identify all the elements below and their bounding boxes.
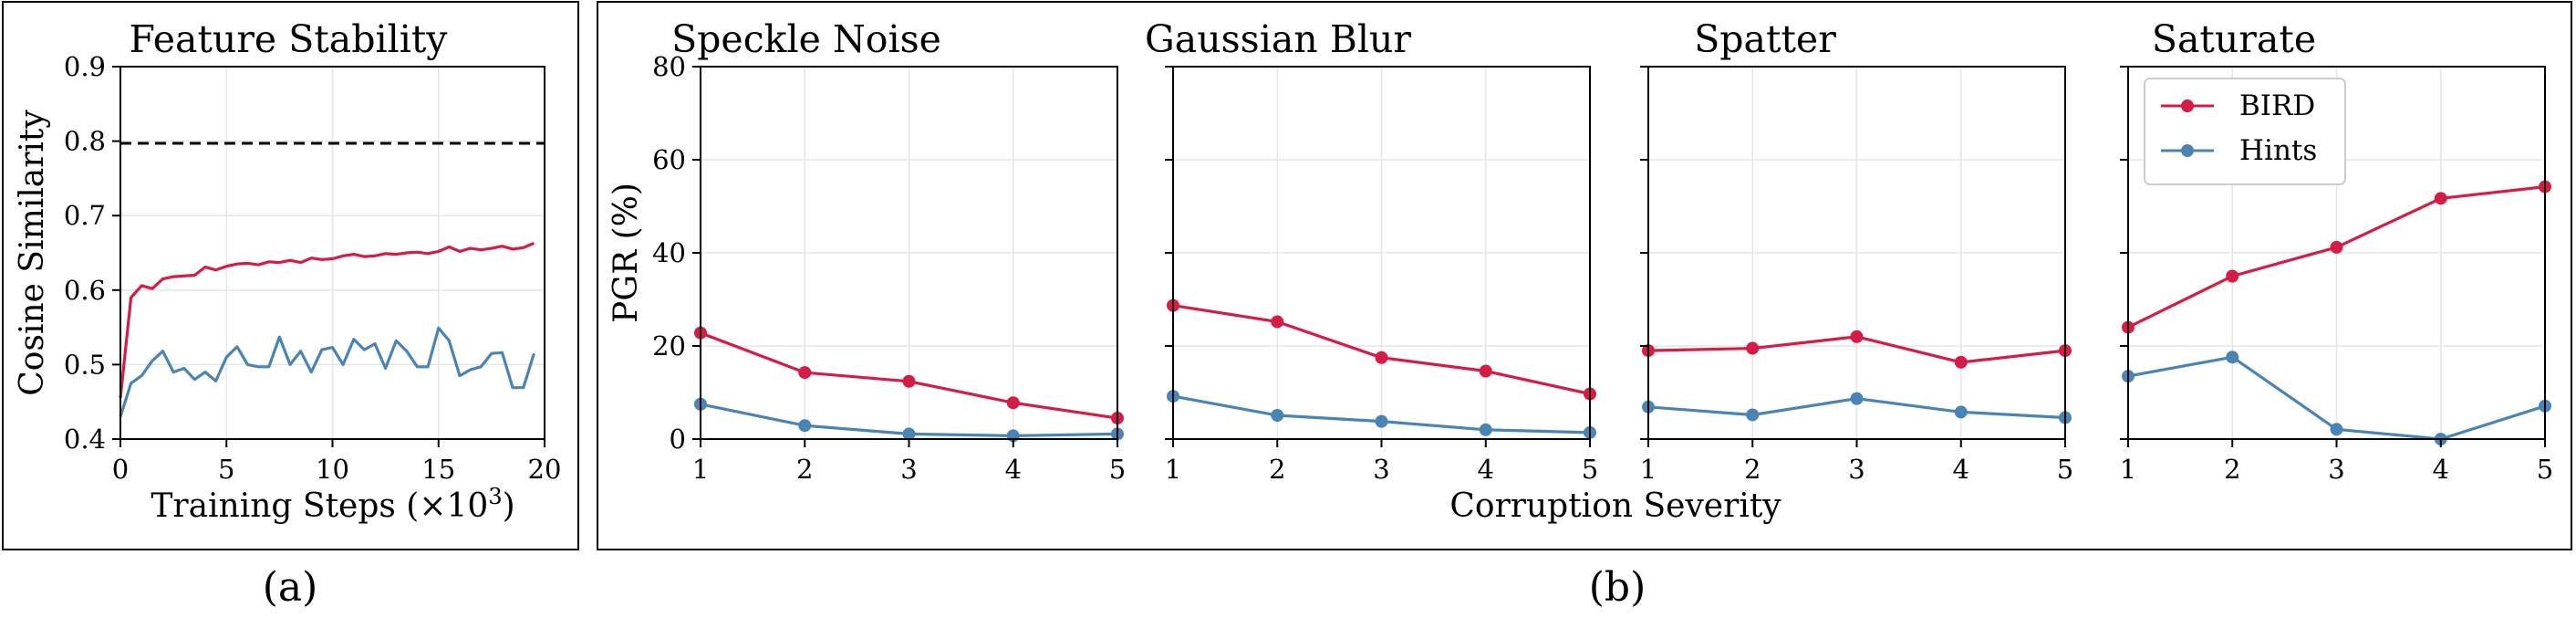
feature-stability-title: Feature Stability: [130, 17, 449, 61]
speckle-noise-title: Speckle Noise: [671, 17, 941, 61]
hints-point: [1375, 414, 1388, 428]
x-tick-label: 4: [1478, 454, 1494, 485]
x-tick-label: 4: [2433, 454, 2449, 485]
bird-point: [1271, 315, 1284, 329]
x-tick-label: 5: [2057, 454, 2073, 485]
x-tick-label: 4: [1953, 454, 1969, 485]
bird-point: [2434, 192, 2447, 205]
x-tick-label: 20: [528, 454, 562, 485]
hints-point: [798, 419, 812, 433]
spatter-chart: Spatter 1 2 3 4 5 Corruption Severity: [1449, 17, 2073, 525]
hints-point: [902, 427, 916, 441]
legend-hints-marker: [2181, 144, 2194, 157]
x-tick-label: 3: [1848, 454, 1864, 485]
feature-stability-ylabel: Cosine Similarity: [14, 110, 51, 396]
x-tick-label: 3: [900, 454, 917, 485]
bird-point: [1746, 341, 1760, 355]
y-tick-label: 0.7: [64, 200, 106, 231]
hints-point: [1479, 423, 1492, 436]
caption-b: (b): [1589, 564, 1646, 611]
x-tick-label: 5: [218, 454, 234, 485]
y-tick-label: 0.6: [64, 275, 106, 306]
x-tick-label: 4: [1005, 454, 1022, 485]
bird-point: [2330, 240, 2343, 254]
hints-point: [1954, 405, 1968, 419]
hints-point: [2330, 423, 2343, 436]
x-tick-label: 2: [1744, 454, 1761, 485]
pgr-ylabel: PGR (%): [608, 183, 645, 323]
x-tick-label: 1: [692, 454, 709, 485]
y-tick-label: 0.8: [64, 126, 106, 157]
legend-bird-label: BIRD: [2239, 89, 2315, 122]
caption-a: (a): [263, 564, 318, 611]
bird-point: [1479, 364, 1492, 378]
x-tick-label: 1: [2120, 454, 2136, 485]
x-tick-label: 1: [1165, 454, 1181, 485]
legend-hints-label: Hints: [2239, 134, 2317, 167]
x-tick-label: 2: [1269, 454, 1285, 485]
x-tick-label: 15: [421, 454, 455, 485]
series-0-line: [119, 241, 535, 399]
hints-point: [1850, 392, 1864, 405]
panel-a-frame: [2, 1, 579, 550]
x-tick-label: 3: [2328, 454, 2344, 485]
legend-bird-marker: [2181, 100, 2194, 112]
x-tick-label: 1: [1640, 454, 1657, 485]
hints-point: [2226, 351, 2239, 364]
bird-point: [798, 366, 812, 380]
bird-point: [1375, 351, 1388, 364]
feature-stability-xlabel: Training Steps (×103): [151, 484, 514, 525]
x-tick-label: 5: [2537, 454, 2553, 485]
series-1-line: [119, 326, 535, 417]
corruption-severity-xlabel: Corruption Severity: [1449, 487, 1781, 525]
gaussian-blur-chart: Gaussian Blur 1 2 3 4 5: [1145, 17, 1598, 485]
speckle-noise-chart: Speckle Noise 1 2 3 4 5 0 20 40 60 80 PGR (%): [608, 17, 1126, 485]
x-tick-label: 3: [1373, 454, 1389, 485]
xlabel-superscript: 3: [488, 484, 502, 509]
gaussian-blur-title: Gaussian Blur: [1145, 17, 1411, 61]
bird-point: [1954, 355, 1968, 369]
y-tick-label: 0.5: [64, 349, 106, 380]
x-tick-label: 2: [2224, 454, 2240, 485]
legend: BIRD Hints: [2144, 78, 2346, 185]
y-tick-label: 60: [652, 144, 686, 175]
x-tick-label: 10: [316, 454, 349, 485]
y-tick-label: 0.9: [64, 51, 106, 82]
saturate-chart: Saturate 1 2 3 4 5 BIRD Hints: [2120, 17, 2553, 485]
hints-point: [1746, 408, 1760, 422]
bird-point: [902, 374, 916, 388]
y-tick-label: 0.4: [64, 424, 106, 455]
feature-stability-chart: Feature Stability 0 5 10 15 20 0.4 0.5 0.6 0.7 0…: [14, 17, 561, 525]
xlabel-main: Training Steps (×10: [151, 487, 488, 525]
saturate-title: Saturate: [2152, 17, 2316, 61]
bird-point: [1850, 330, 1864, 343]
spatter-title: Spatter: [1694, 17, 1836, 61]
xlabel-close: ): [503, 487, 515, 525]
y-tick-label: 20: [652, 330, 686, 361]
x-tick-label: 0: [112, 454, 129, 485]
bird-point: [2226, 269, 2239, 283]
y-tick-label: 0: [670, 424, 686, 455]
x-tick-label: 2: [796, 454, 813, 485]
y-tick-label: 80: [652, 51, 686, 82]
hints-point: [1271, 408, 1284, 422]
y-tick-label: 40: [652, 237, 686, 268]
panel-b-frame: [597, 1, 2572, 550]
x-tick-label: 5: [1109, 454, 1126, 485]
bird-point: [1006, 396, 1020, 410]
x-tick-label: 5: [1582, 454, 1598, 485]
